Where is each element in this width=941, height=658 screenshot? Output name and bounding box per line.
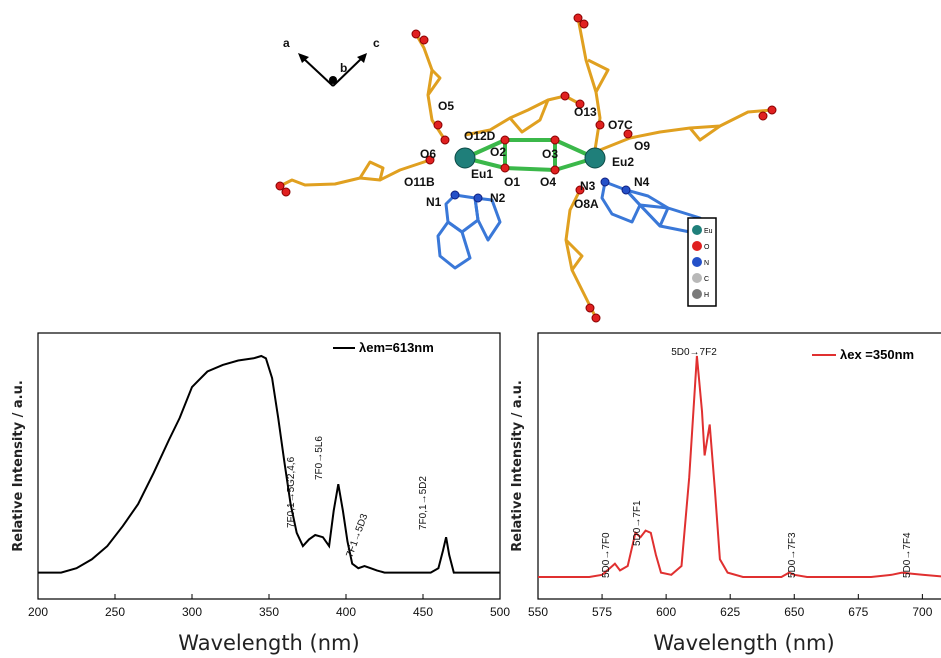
axis-label-b: b — [340, 61, 347, 75]
excitation-x-tick-label: 200 — [28, 605, 48, 619]
excitation-chart: 200 250 300 350 400 450 500 λem=613nm 7F0,1→5G… — [11, 332, 510, 655]
excitation-annotation-3: 7F1→5D3 — [344, 512, 370, 559]
excitation-annotation-4: 7F0,1→5D2 — [418, 476, 429, 530]
atom-label-o3: O3 — [542, 147, 558, 161]
legend-eu: Eu — [704, 228, 713, 235]
excitation-x-tick-label: 450 — [413, 605, 433, 619]
emission-x-tick-label: 675 — [848, 605, 868, 619]
emission-x-tick-label: 575 — [592, 605, 612, 619]
excitation-x-axis-label: Wavelength (nm) — [178, 631, 359, 655]
atom-label-o1: O1 — [504, 175, 520, 189]
excitation-spectrum-line — [38, 354, 500, 574]
excitation-legend: λem=613nm — [333, 340, 434, 355]
atom-label-o12d: O12D — [464, 129, 496, 143]
axis-label-a: a — [283, 36, 290, 50]
emission-annotation-5: 5D0→7F4 — [902, 532, 913, 578]
emission-x-tick-label: 650 — [784, 605, 804, 619]
emission-spectrum-line — [538, 355, 941, 578]
atom-label-n4: N4 — [634, 175, 650, 189]
atom-label-o11b: O11B — [404, 175, 435, 189]
atom-label-o2: O2 — [490, 145, 506, 159]
excitation-x-tick-label: 300 — [182, 605, 202, 619]
element-legend: Eu O N C H — [687, 217, 717, 307]
excitation-y-axis-label: Relative Intensity / a.u. — [11, 380, 26, 552]
atom-label-n2: N2 — [490, 191, 506, 205]
atom-label-n1: N1 — [426, 195, 442, 209]
atoms — [275, 13, 777, 323]
excitation-annotation-1: 7F0,1→5G2,4,6 — [286, 456, 297, 528]
emission-y-axis-label: Relative Intensity / a.u. — [510, 380, 525, 552]
legend-o: O — [704, 244, 710, 251]
atom-label-o8a: O8A — [574, 197, 599, 211]
excitation-x-tick-label: 350 — [259, 605, 279, 619]
axis-label-c: c — [373, 36, 380, 50]
emission-x-axis-label: Wavelength (nm) — [653, 631, 834, 655]
excitation-x-tick-label: 500 — [490, 605, 510, 619]
legend-h: H — [704, 292, 709, 299]
atom-label-o4: O4 — [540, 175, 556, 189]
crystal-axes: a b c — [283, 36, 380, 87]
emission-annotation-4: 5D0→7F3 — [787, 532, 798, 578]
atom-labels: O5 O6 O11B O12D O2 O1 Eu1 N1 N2 O3 O4 O1… — [404, 99, 650, 211]
excitation-x-tick-label: 250 — [105, 605, 125, 619]
atom-label-o9: O9 — [634, 139, 650, 153]
emission-annotation-1: 5D0→7F2 — [671, 347, 717, 358]
emission-x-tick-label: 625 — [720, 605, 740, 619]
atom-label-o13: O13 — [574, 105, 597, 119]
excitation-legend-label: λem=613nm — [359, 340, 434, 355]
emission-legend-label: λex =350nm — [840, 347, 914, 362]
excitation-annotation-2: 7F0→5L6 — [314, 436, 325, 480]
emission-x-tick-label: 550 — [528, 605, 548, 619]
emission-annotation-2: 5D0→7F0 — [601, 532, 612, 578]
atom-label-eu1: Eu1 — [471, 167, 493, 181]
bridging-ring — [464, 138, 596, 172]
emission-plot-frame — [537, 332, 941, 600]
atom-label-n3: N3 — [580, 179, 596, 193]
emission-chart: 550 575 600 625 650 675 700 λex =350nm 5D0→7F2… — [510, 332, 941, 655]
emission-x-tick-label: 700 — [912, 605, 932, 619]
crystal-structure: a b c — [275, 13, 777, 323]
legend-c: C — [704, 276, 709, 283]
excitation-plot-frame — [37, 332, 501, 600]
excitation-x-tick-label: 400 — [336, 605, 356, 619]
atom-label-eu2: Eu2 — [612, 155, 634, 169]
atom-label-o5: O5 — [438, 99, 454, 113]
legend-n: N — [704, 260, 709, 267]
atom-label-o6: O6 — [420, 147, 436, 161]
emission-x-tick-label: 600 — [656, 605, 676, 619]
emission-annotation-3: 5D0→7F1 — [632, 500, 643, 546]
atom-label-o7c: O7C — [608, 118, 633, 132]
emission-legend: λex =350nm — [812, 347, 914, 362]
